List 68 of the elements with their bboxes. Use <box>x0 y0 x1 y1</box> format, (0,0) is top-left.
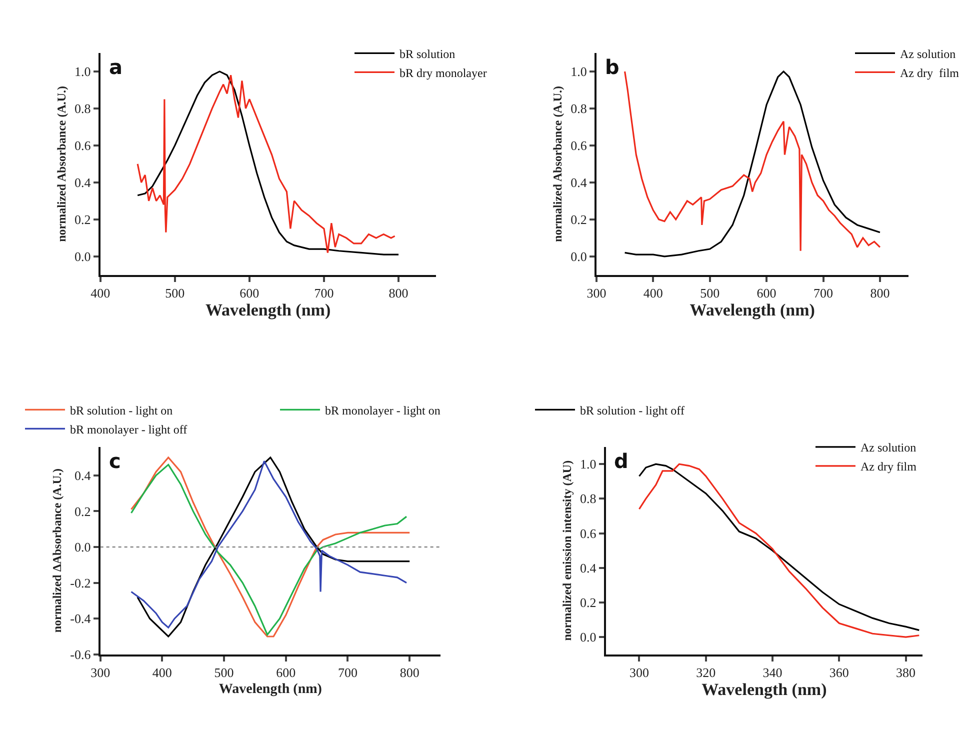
y-tick-label: 0.8 <box>580 491 596 506</box>
x-axis-title: Wavelength (nm) <box>702 680 827 699</box>
x-tick-label: 320 <box>696 665 716 680</box>
y-tick-label: 0.0 <box>570 248 587 264</box>
legend-label: Az dry film <box>860 460 918 474</box>
y-tick-label: -0.2 <box>70 575 91 590</box>
x-tick-label: 600 <box>756 286 776 301</box>
x-tick-label: 300 <box>586 286 606 301</box>
y-tick-label: -0.4 <box>70 611 92 626</box>
legend-label: Az solution <box>860 440 916 455</box>
x-tick-label: 340 <box>762 665 782 680</box>
legend-label: bR monolayer - light off <box>70 422 188 436</box>
y-tick-label: 0.0 <box>74 540 91 555</box>
x-tick-label: 400 <box>152 665 172 680</box>
x-tick-label: 400 <box>90 286 110 301</box>
y-tick-label: 0.2 <box>570 212 587 227</box>
x-tick-label: 400 <box>643 286 663 301</box>
y-tick-label: 0.4 <box>74 468 92 483</box>
x-tick-label: 700 <box>338 665 358 680</box>
x-tick-label: 800 <box>870 286 890 301</box>
x-axis-title: Wavelength (nm) <box>690 300 815 320</box>
x-tick-label: 300 <box>629 665 649 680</box>
x-axis-title: Wavelength (nm) <box>218 682 322 697</box>
x-tick-label: 500 <box>214 665 234 680</box>
x-tick-label: 600 <box>276 665 296 680</box>
legend-label: Az solution <box>900 46 956 61</box>
annotation: b <box>605 55 620 79</box>
y-tick-label: 0.2 <box>74 212 91 227</box>
y-tick-label: 0.0 <box>74 248 91 264</box>
legend-label: bR dry monolayer <box>400 66 487 80</box>
x-tick-label: 380 <box>896 665 916 680</box>
x-tick-label: 300 <box>90 665 110 680</box>
y-tick-label: -0.6 <box>70 646 92 662</box>
x-tick-label: 800 <box>388 286 408 301</box>
x-tick-label: 800 <box>400 665 420 680</box>
y-axis-title: normalized Absorbance (A.U.) <box>550 86 564 242</box>
y-tick-label: 0.4 <box>74 174 92 190</box>
y-tick-label: 0.0 <box>580 630 596 645</box>
x-tick-label: 600 <box>240 286 260 301</box>
y-tick-label: 1.0 <box>570 64 587 80</box>
annotation: c <box>109 449 121 473</box>
y-axis-title: normalized ΔAbsorbance (A.U.) <box>50 468 64 633</box>
y-tick-label: 0.6 <box>580 526 597 541</box>
legend-label: bR solution - light on <box>70 403 173 418</box>
y-axis-title: normalized emission intensity (AU) <box>560 460 574 641</box>
x-tick-label: 700 <box>814 286 833 301</box>
y-axis-title: normalized Absorbance (A.U.) <box>54 86 68 242</box>
annotation: d <box>614 449 628 473</box>
legend-label: bR solution - light off <box>580 403 684 418</box>
x-axis-title: Wavelength (nm) <box>205 300 331 320</box>
legend-label: bR solution <box>400 46 456 61</box>
y-tick-label: 0.2 <box>74 504 91 519</box>
y-tick-label: 0.4 <box>570 174 588 190</box>
x-tick-label: 360 <box>829 665 849 680</box>
x-tick-label: 700 <box>314 286 334 301</box>
y-tick-label: 0.6 <box>570 138 588 153</box>
x-tick-label: 500 <box>700 286 720 301</box>
y-tick-label: 0.8 <box>570 101 587 116</box>
y-tick-label: 0.2 <box>580 595 596 610</box>
y-tick-label: 0.4 <box>580 560 597 576</box>
y-tick-label: 1.0 <box>580 456 596 472</box>
x-tick-label: 500 <box>165 286 185 301</box>
legend-label: Az dry film <box>900 66 960 80</box>
y-tick-label: 0.6 <box>74 138 92 153</box>
y-tick-label: 1.0 <box>74 64 91 80</box>
annotation: a <box>109 55 122 79</box>
y-tick-label: 0.8 <box>74 101 91 116</box>
legend-label: bR monolayer - light on <box>325 403 440 418</box>
